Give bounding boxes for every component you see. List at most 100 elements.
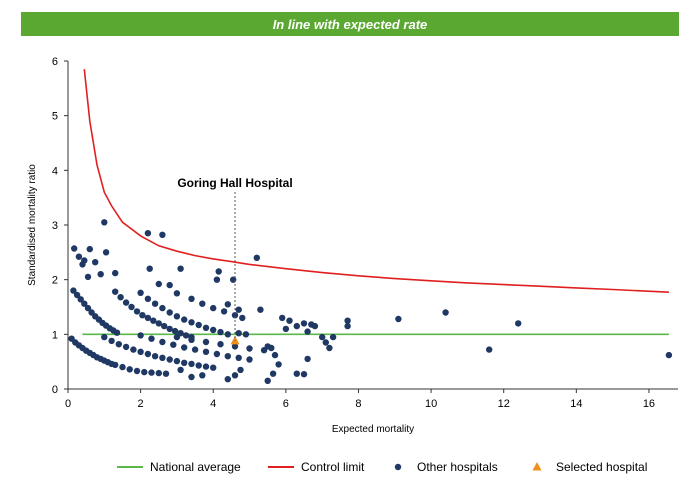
x-tick-label: 2 <box>138 398 144 410</box>
hospital-point <box>235 354 242 361</box>
hospital-point <box>81 300 88 307</box>
hospital-point <box>171 327 179 335</box>
y-tick-label: 2 <box>52 275 58 287</box>
hospital-point <box>304 355 311 363</box>
hospital-point <box>146 265 153 272</box>
hospital-point <box>239 314 246 322</box>
hospital-point <box>268 344 275 352</box>
hospital-point <box>210 364 217 371</box>
hospital-point <box>195 321 202 329</box>
hospital-point <box>213 276 221 283</box>
hospital-point <box>144 230 152 237</box>
hospital-point <box>170 341 177 348</box>
hospital-point <box>199 372 206 379</box>
hospital-point <box>300 371 308 378</box>
hospital-point <box>188 373 195 381</box>
hospital-point <box>166 281 173 289</box>
hospital-point <box>148 369 155 376</box>
hospital-point <box>137 348 144 355</box>
hospital-point <box>101 333 108 341</box>
hospital-point <box>144 314 152 322</box>
chart-series <box>68 69 673 384</box>
hospital-point <box>137 289 144 296</box>
hospital-point <box>173 333 181 341</box>
hospital-point <box>202 348 210 355</box>
hospital-point <box>173 290 181 297</box>
hospital-point <box>161 322 168 330</box>
hospital-point <box>442 309 449 316</box>
hospital-point <box>220 308 228 315</box>
hospital-point <box>224 301 231 308</box>
y-tick-label: 4 <box>52 165 58 177</box>
hospital-point <box>181 316 188 323</box>
hospital-point <box>224 376 231 383</box>
legend-label-other-hospitals: Other hospitals <box>417 460 498 474</box>
hospital-point <box>188 295 195 302</box>
hospital-point <box>224 353 231 360</box>
chart-annotation-group: Goring Hall Hospital <box>177 176 293 341</box>
hospital-point <box>326 344 333 352</box>
x-tick-label: 0 <box>65 398 71 410</box>
legend-label-control-limit: Control limit <box>301 460 365 474</box>
hospital-point <box>84 304 92 312</box>
hospital-point <box>188 336 195 343</box>
hospital-point <box>159 354 166 361</box>
hospital-point <box>151 300 159 307</box>
hospital-point <box>126 366 133 373</box>
hospital-point <box>70 287 77 294</box>
hospital-point <box>137 332 144 339</box>
legend-swatch-selected-hospital <box>532 462 542 471</box>
hospital-point <box>166 309 173 316</box>
y-tick-label: 6 <box>52 56 58 68</box>
hospital-point <box>199 300 206 307</box>
hospital-point <box>101 219 108 226</box>
hospital-point <box>119 363 126 371</box>
x-tick-label: 10 <box>425 398 437 410</box>
hospital-point <box>133 367 141 375</box>
hospital-point <box>108 337 115 345</box>
hospital-point <box>210 326 217 334</box>
hospital-point <box>235 330 242 337</box>
hospital-point <box>264 377 271 384</box>
hospital-point <box>279 314 286 322</box>
hospital-point <box>92 259 99 266</box>
hospital-point <box>395 315 402 323</box>
hospital-point <box>665 351 673 359</box>
hospital-point <box>139 312 146 319</box>
chart-legend: National average Control limit Other hospi… <box>117 460 647 474</box>
hospital-point <box>195 362 202 369</box>
hospital-point <box>486 346 493 353</box>
hospital-point <box>177 366 184 374</box>
hospital-point <box>181 344 188 351</box>
hospital-point <box>73 291 81 299</box>
hospital-point <box>102 249 110 256</box>
hospital-point <box>155 280 162 288</box>
y-tick-label: 0 <box>52 384 58 396</box>
hospital-point <box>182 332 190 339</box>
legend-label-selected-hospital: Selected hospital <box>556 460 647 474</box>
hospital-point <box>235 306 242 313</box>
x-tick-label: 6 <box>283 398 289 410</box>
hospital-point <box>215 268 222 275</box>
hospital-point <box>282 325 290 333</box>
x-tick-label: 16 <box>643 398 655 410</box>
hospital-point <box>231 343 239 350</box>
x-tick-label: 8 <box>355 398 361 410</box>
hospital-point <box>166 325 173 333</box>
hospital-point <box>311 322 319 330</box>
hospital-point <box>213 350 221 358</box>
legend-swatch-other-hospitals <box>394 463 402 471</box>
hospital-point <box>166 356 173 363</box>
hospital-point <box>202 324 210 331</box>
x-tick-label: 4 <box>210 398 216 410</box>
control-limit-line <box>83 69 669 293</box>
hospital-point <box>122 299 130 306</box>
x-tick-label: 12 <box>498 398 510 410</box>
hospital-point <box>151 353 159 360</box>
hospital-point <box>344 317 351 324</box>
hospital-point <box>117 294 124 301</box>
hospital-point <box>191 346 199 353</box>
y-tick-label: 3 <box>52 220 58 232</box>
